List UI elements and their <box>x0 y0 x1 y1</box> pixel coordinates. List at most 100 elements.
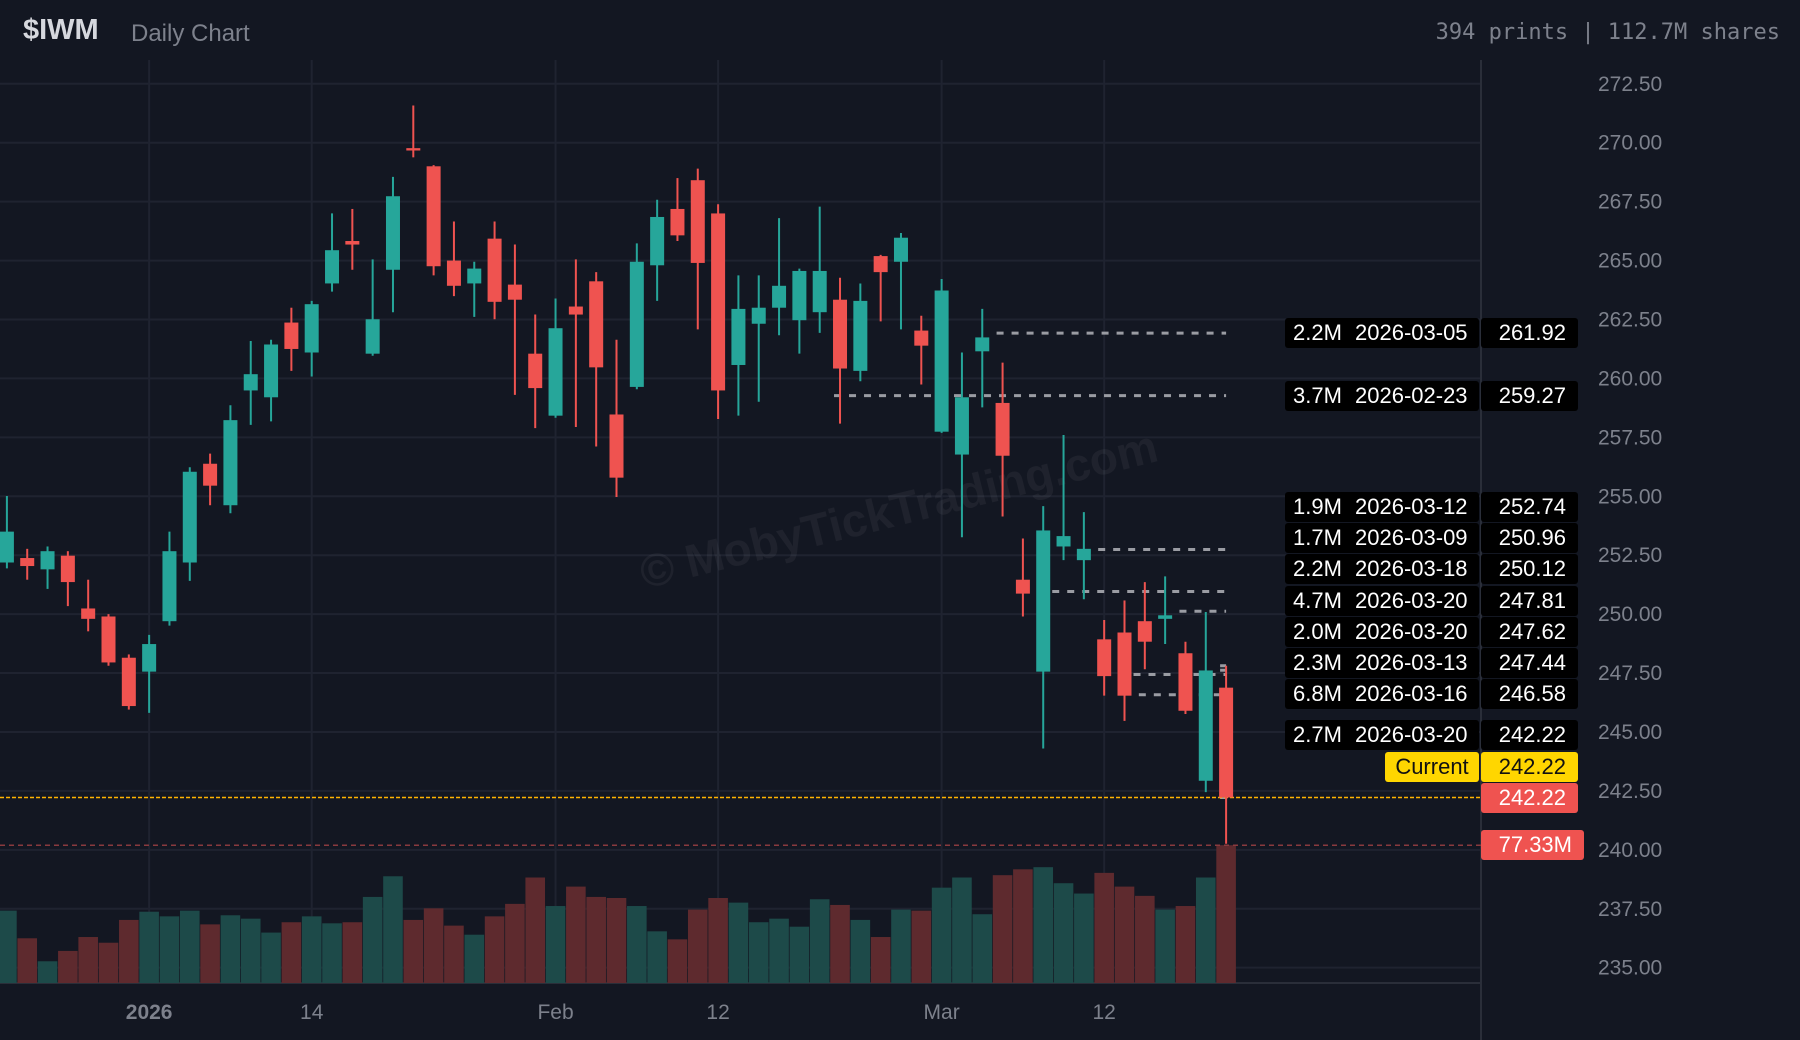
volume-bar <box>301 916 322 983</box>
volume-bar <box>1033 867 1054 983</box>
level-date: 2026-03-05 <box>1355 320 1468 345</box>
candle-body <box>812 270 827 313</box>
volume-bar <box>769 918 789 983</box>
candle <box>121 654 136 710</box>
volume-bar <box>708 897 728 983</box>
volume-bar <box>911 910 932 983</box>
candle-body <box>609 414 624 478</box>
volume-bar <box>1175 906 1196 983</box>
level-date: 2026-03-12 <box>1355 494 1468 519</box>
level-price-tag: 259.27 <box>1481 381 1578 411</box>
level-size: 3.7M <box>1293 383 1342 408</box>
volume-bar <box>0 910 17 983</box>
candle <box>609 339 624 497</box>
level-size: 2.7M <box>1293 722 1342 747</box>
volume-bar <box>525 877 546 983</box>
candle <box>1219 665 1234 844</box>
volume-bar <box>1094 872 1114 983</box>
level-date: 2026-03-18 <box>1355 556 1468 581</box>
candle <box>446 221 461 297</box>
candle-body <box>20 558 35 567</box>
price-axis-label: 260.00 <box>1598 367 1662 390</box>
price-axis-label: 240.00 <box>1598 839 1662 862</box>
level-size: 6.8M <box>1293 681 1342 706</box>
volume-bar <box>261 932 281 983</box>
candle-body <box>1076 548 1091 561</box>
candle-body <box>975 337 990 352</box>
candle-body <box>0 531 14 563</box>
volume-bar <box>850 919 871 983</box>
candle <box>1056 434 1071 561</box>
candle <box>995 362 1010 517</box>
volume-bar <box>37 961 58 983</box>
candle <box>345 208 360 270</box>
volume-bar <box>566 886 586 983</box>
candle-body <box>1178 653 1193 711</box>
candle-body <box>162 551 177 622</box>
candle <box>162 531 177 626</box>
candle-body <box>1198 670 1213 781</box>
volume-bar <box>1155 909 1175 983</box>
candle <box>934 278 949 433</box>
candle-body <box>325 250 340 284</box>
volume-bar <box>423 908 444 983</box>
price-axis-label: 262.50 <box>1598 309 1662 332</box>
level-tag-info: 2.2M 2026-03-05 <box>1285 318 1479 348</box>
volume-bar <box>952 877 972 983</box>
candle <box>629 243 644 390</box>
volume-bar <box>98 942 119 983</box>
candle <box>1015 538 1030 617</box>
candle-body <box>1036 530 1051 672</box>
level-date: 2026-03-09 <box>1355 525 1468 550</box>
price-axis-label: 245.00 <box>1598 721 1662 744</box>
candle-body <box>467 268 482 284</box>
volume-bar <box>159 916 180 983</box>
candle-body <box>711 213 726 391</box>
level-date: 2026-03-16 <box>1355 681 1468 706</box>
volume-bar <box>139 911 159 983</box>
level-tag-info: 6.8M 2026-03-16 <box>1285 679 1479 709</box>
price-axis-label: 250.00 <box>1598 603 1662 626</box>
candle-body <box>264 344 279 398</box>
volume-bar <box>484 916 505 983</box>
candle <box>812 206 827 333</box>
candle-body <box>934 290 949 432</box>
volume-bar <box>179 910 200 983</box>
candle-body <box>426 166 441 267</box>
candle-body <box>751 307 766 324</box>
candle <box>772 218 787 336</box>
volume-bar <box>1074 893 1094 983</box>
candle-body <box>446 260 461 286</box>
candle <box>873 254 888 322</box>
candle <box>792 268 807 354</box>
volume-bar <box>464 934 485 983</box>
level-size: 1.7M <box>1293 525 1342 550</box>
candle <box>203 453 218 506</box>
volume-bar <box>1135 895 1155 983</box>
candle-body <box>345 241 360 245</box>
volume-bar <box>58 950 78 983</box>
candle-body <box>385 196 400 270</box>
candle <box>690 168 705 330</box>
volume-bar <box>1013 869 1033 983</box>
volume-bar <box>606 897 627 983</box>
level-price-tag: 246.58 <box>1481 679 1578 709</box>
volume-bar <box>200 924 220 983</box>
candle-body <box>81 608 96 619</box>
candle-body <box>487 238 502 302</box>
volume-bar <box>342 922 363 983</box>
volume-bar <box>119 919 139 983</box>
candle <box>20 548 35 580</box>
candle <box>284 307 299 371</box>
candle <box>1158 576 1173 645</box>
candle-body <box>568 306 583 315</box>
level-size: 2.2M <box>1293 556 1342 581</box>
price-axis-label: 252.50 <box>1598 544 1662 567</box>
volume-bar <box>240 918 261 983</box>
level-price-tag: 250.12 <box>1481 554 1578 584</box>
volume-bar <box>1195 877 1216 983</box>
volume-bar <box>728 902 749 983</box>
candle <box>670 178 685 242</box>
candle <box>1198 612 1213 793</box>
